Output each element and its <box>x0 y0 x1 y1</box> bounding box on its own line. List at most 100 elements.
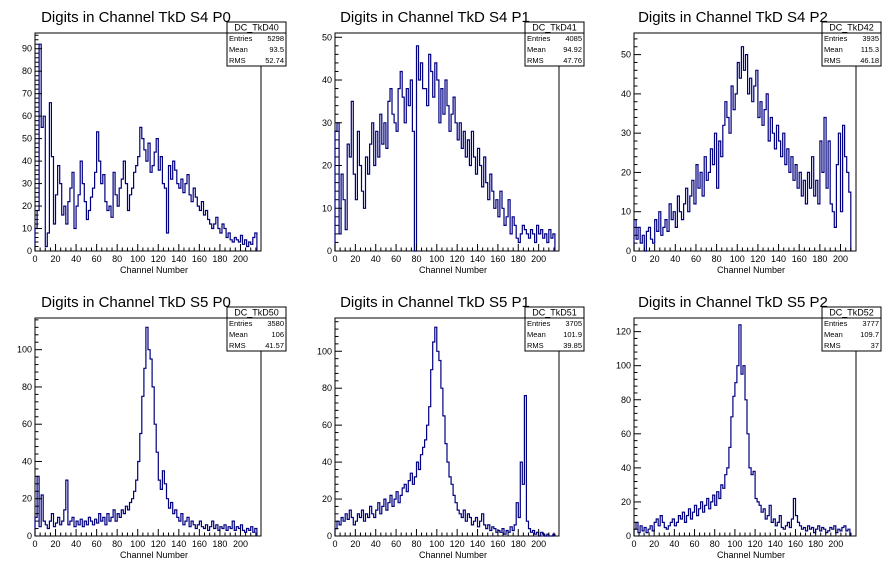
x-tick-label: 100 <box>130 254 145 264</box>
x-tick-label: 120 <box>151 539 166 549</box>
stats-entries-label: Entries <box>527 34 551 43</box>
x-tick-label: 80 <box>712 254 722 264</box>
y-tick-label: 20 <box>22 201 32 211</box>
x-tick-label: 200 <box>233 539 248 549</box>
histogram-panel-0: Digits in Channel TkD S4 P00 20 40 60 80 100 1… <box>22 9 287 275</box>
y-tick-label: 80 <box>22 382 32 392</box>
x-tick-label: 60 <box>92 539 102 549</box>
histogram-panel-2: Digits in Channel TkD S4 P20 20 40 60 80 100 1… <box>621 9 882 275</box>
x-tick-label: 140 <box>768 539 783 549</box>
x-tick-label: 180 <box>808 539 823 549</box>
stats-rms-value: 47.76 <box>563 56 582 65</box>
x-tick-label: 160 <box>490 539 505 549</box>
x-tick-label: 120 <box>750 254 765 264</box>
y-tick-label: 40 <box>621 89 631 99</box>
stats-rms-value: 39.85 <box>563 341 582 350</box>
stats-entries-value: 3580 <box>267 319 284 328</box>
stats-name: DC_TkD51 <box>532 308 577 318</box>
y-tick-label: 0 <box>626 531 631 541</box>
x-tick-label: 160 <box>192 254 207 264</box>
y-tick-label: 0 <box>27 246 32 256</box>
x-axis-label: Channel Number <box>120 265 188 275</box>
stats-rms-label: RMS <box>527 56 544 65</box>
y-tick-label: 30 <box>621 128 631 138</box>
histogram-panel-4: Digits in Channel TkD S5 P1 0 20 40 60 80 100 1… <box>317 294 585 560</box>
stats-rms-value: 52.74 <box>265 56 284 65</box>
x-tick-label: 0 <box>32 254 37 264</box>
x-tick-label: 60 <box>690 539 700 549</box>
x-tick-label: 160 <box>192 539 207 549</box>
x-tick-label: 40 <box>71 254 81 264</box>
stats-box-frame <box>821 306 882 352</box>
x-tick-label: 40 <box>71 539 81 549</box>
stats-entries-value: 4085 <box>565 34 582 43</box>
x-axis-label: Channel Number <box>717 550 785 560</box>
x-tick-label: 0 <box>332 254 337 264</box>
y-tick-label: 20 <box>621 497 631 507</box>
x-tick-label: 60 <box>691 254 701 264</box>
stats-mean-value: 115.3 <box>861 45 879 54</box>
stats-rms-label: RMS <box>229 341 246 350</box>
histogram-line <box>334 45 556 252</box>
y-tick-label: 100 <box>17 345 32 355</box>
histogram-line <box>633 46 852 252</box>
x-tick-label: 120 <box>151 254 166 264</box>
y-tick-label: 20 <box>322 161 332 171</box>
stats-entries-label: Entries <box>527 319 551 328</box>
histogram-line <box>633 324 851 536</box>
stats-mean-value: 93.5 <box>269 45 284 54</box>
x-tick-label: 80 <box>411 539 421 549</box>
stats-rms-value: 37 <box>871 341 879 350</box>
y-tick-label: 120 <box>616 327 631 337</box>
stats-entries-value: 3935 <box>862 34 879 43</box>
x-tick-label: 20 <box>649 539 659 549</box>
x-tick-label: 0 <box>631 539 636 549</box>
x-tick-label: 200 <box>233 254 248 264</box>
stats-mean-label: Mean <box>824 330 843 339</box>
x-tick-label: 180 <box>812 254 827 264</box>
stats-name: DC_TkD52 <box>829 308 874 318</box>
stats-entries-value: 3777 <box>862 319 879 328</box>
plot-frame <box>633 32 857 252</box>
y-tick-label: 80 <box>621 395 631 405</box>
stats-box-frame <box>226 306 287 352</box>
x-axis-label: Channel Number <box>120 550 188 560</box>
y-tick-label: 50 <box>621 50 631 60</box>
x-tick-label: 60 <box>391 254 401 264</box>
stats-rms-label: RMS <box>527 341 544 350</box>
x-tick-label: 160 <box>788 539 803 549</box>
stats-mean-value: 109.7 <box>860 330 879 339</box>
x-tick-label: 40 <box>669 539 679 549</box>
y-tick-label: 50 <box>322 32 332 42</box>
histogram-panel-3: Digits in Channel TkD S5 P0 0 20 40 60 80 100 1… <box>17 294 287 560</box>
histogram-line <box>34 43 258 251</box>
stats-rms-label: RMS <box>824 56 841 65</box>
y-tick-label: 20 <box>621 167 631 177</box>
stats-rms-value: 46.18 <box>860 56 879 65</box>
stats-box-frame <box>524 306 585 352</box>
x-tick-label: 40 <box>670 254 680 264</box>
x-tick-label: 0 <box>332 539 337 549</box>
y-tick-label: 90 <box>22 44 32 54</box>
stats-mean-label: Mean <box>824 45 843 54</box>
histogram-line <box>334 326 556 537</box>
y-tick-label: 80 <box>322 383 332 393</box>
x-axis-label: Channel Number <box>419 265 487 275</box>
x-tick-label: 140 <box>771 254 786 264</box>
chart-title: Digits in Channel TkD S4 P2 <box>638 9 828 26</box>
y-tick-label: 0 <box>327 246 332 256</box>
stats-box-frame <box>821 21 882 67</box>
stats-mean-label: Mean <box>229 45 248 54</box>
stats-mean-value: 106 <box>271 330 284 339</box>
x-tick-label: 20 <box>51 254 61 264</box>
stats-entries-value: 5298 <box>267 34 284 43</box>
y-tick-label: 0 <box>626 246 631 256</box>
y-tick-label: 30 <box>22 179 32 189</box>
x-tick-label: 160 <box>490 254 505 264</box>
x-tick-label: 140 <box>470 254 485 264</box>
